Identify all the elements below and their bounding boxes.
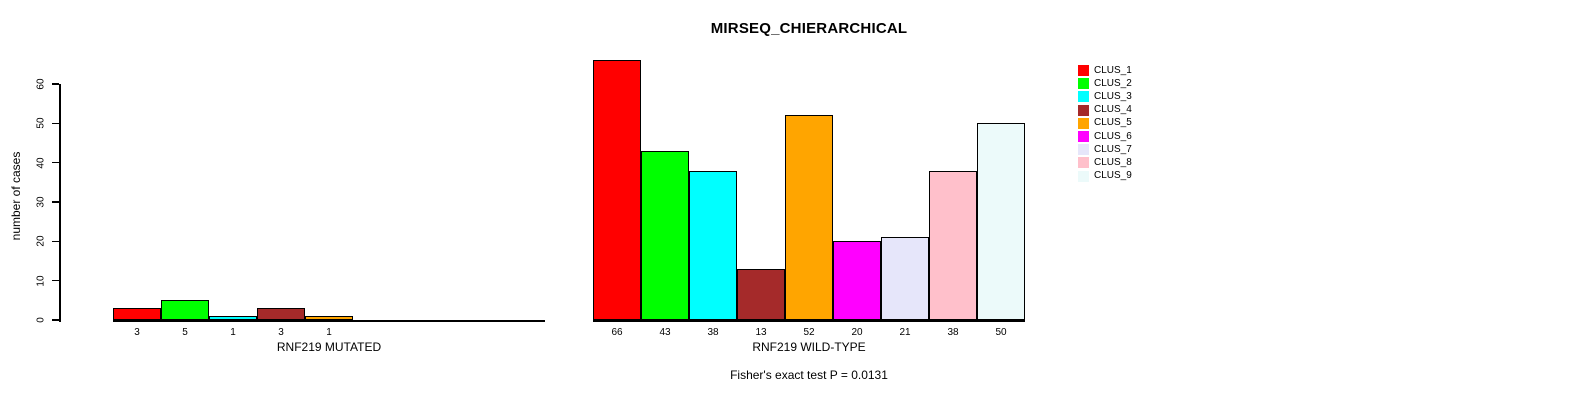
y-axis-tick (52, 279, 59, 282)
y-axis-tick (52, 201, 59, 203)
legend-color-swatch (1078, 117, 1089, 129)
bar-CLUS_3 (209, 316, 257, 320)
legend-item: CLUS_7 (1078, 143, 1132, 156)
x-axis-baseline (593, 320, 1025, 322)
y-axis-tick-label: 40 (35, 157, 47, 169)
bar-CLUS_9 (977, 123, 1025, 320)
bar-value-label: 1 (230, 327, 236, 338)
legend-item: CLUS_5 (1078, 117, 1132, 130)
bar-CLUS_6 (833, 241, 881, 320)
legend-item-label: CLUS_5 (1094, 117, 1132, 129)
bar-CLUS_1 (593, 60, 641, 320)
legend-item-label: CLUS_7 (1094, 143, 1132, 155)
legend-item-label: CLUS_3 (1094, 90, 1132, 102)
bar-CLUS_1 (113, 308, 161, 320)
legend-item-label: CLUS_1 (1094, 64, 1132, 76)
legend-color-swatch (1078, 144, 1089, 156)
legend-item-label: CLUS_8 (1094, 156, 1132, 168)
legend-color-swatch (1078, 131, 1089, 143)
bar-CLUS_8 (929, 170, 977, 320)
y-axis-tick (52, 122, 59, 125)
bar-value-label: 3 (278, 327, 284, 338)
y-axis-label: number of cases (9, 151, 23, 241)
legend-color-swatch (1078, 157, 1089, 169)
y-axis-tick-label: 20 (35, 235, 47, 247)
legend-item: CLUS_8 (1078, 156, 1132, 169)
bar-value-label: 66 (611, 327, 623, 338)
x-axis-label-wildtype: RNF219 WILD-TYPE (752, 340, 866, 354)
legend-color-swatch (1078, 91, 1089, 103)
legend-item: CLUS_1 (1078, 64, 1132, 77)
legend-color-swatch (1078, 65, 1089, 77)
y-axis-tick-label: 30 (35, 196, 47, 208)
bar-value-label: 3 (134, 327, 140, 338)
legend-item-label: CLUS_4 (1094, 104, 1132, 116)
bar-CLUS_3 (689, 170, 737, 320)
bar-value-label: 38 (947, 327, 959, 338)
y-axis-tick-label: 50 (35, 117, 47, 129)
fisher-test-annotation: Fisher's exact test P = 0.0131 (730, 368, 888, 382)
legend-item: CLUS_4 (1078, 104, 1132, 117)
y-axis-tick (52, 319, 59, 321)
y-axis-tick (52, 83, 59, 85)
legend-color-swatch (1078, 104, 1089, 116)
bar-value-label: 38 (707, 327, 719, 338)
y-axis-line (59, 84, 61, 322)
bar-CLUS_4 (257, 308, 305, 320)
bar-CLUS_7 (881, 237, 929, 320)
y-axis-tick (52, 161, 59, 164)
bar-CLUS_2 (641, 150, 689, 320)
legend-item: CLUS_3 (1078, 90, 1132, 103)
x-axis-label-mutated: RNF219 MUTATED (276, 340, 382, 354)
chart-title: MIRSEQ_CHIERARCHICAL (710, 20, 908, 37)
bar-value-label: 5 (182, 327, 188, 338)
legend-item-label: CLUS_9 (1094, 170, 1132, 182)
bar-value-label: 50 (995, 327, 1007, 338)
bar-value-label: 20 (851, 327, 863, 338)
bar-CLUS_5 (785, 115, 833, 320)
bar-CLUS_4 (737, 268, 785, 320)
bar-value-label: 21 (899, 327, 911, 338)
bar-value-label: 43 (659, 327, 671, 338)
y-axis-tick-label: 10 (35, 275, 47, 287)
legend-item: CLUS_6 (1078, 130, 1132, 143)
bar-CLUS_2 (161, 300, 209, 320)
legend-item-label: CLUS_2 (1094, 77, 1132, 89)
legend-color-swatch (1078, 170, 1089, 182)
legend: CLUS_1 CLUS_2 CLUS_3 CLUS_4 CLUS_5 CLUS_6 CLUS… (1078, 64, 1132, 183)
bar-value-label: 13 (755, 327, 767, 338)
legend-item: CLUS_9 (1078, 170, 1132, 183)
legend-color-swatch (1078, 78, 1089, 90)
bar-value-label: 1 (326, 327, 332, 338)
legend-item-label: CLUS_6 (1094, 130, 1132, 142)
bar-value-label: 52 (803, 327, 815, 338)
legend-item: CLUS_2 (1078, 77, 1132, 90)
y-axis-tick-label: 0 (35, 317, 47, 323)
y-axis-tick (52, 240, 59, 243)
y-axis-tick-label: 60 (35, 78, 47, 90)
x-axis-baseline (113, 320, 545, 322)
bar-CLUS_5 (305, 316, 353, 320)
